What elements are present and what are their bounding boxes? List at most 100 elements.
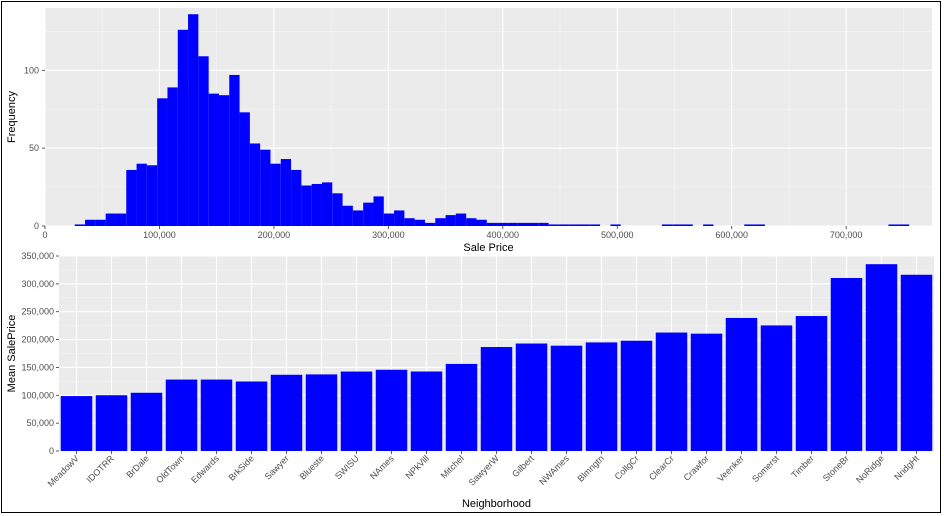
histogram-bar <box>455 213 467 226</box>
bar-x-tick-label: Timber <box>789 453 816 480</box>
bar-y-tick-label: 0 <box>49 446 54 456</box>
bar-sawyer <box>270 374 303 451</box>
bar-brdale <box>130 392 163 451</box>
bar-meadowv <box>60 396 93 451</box>
bar-x-tick-label: SawyerW <box>467 453 502 488</box>
histogram-bar <box>394 210 405 226</box>
bar-oldtown <box>165 379 198 451</box>
histogram-bar <box>373 196 384 226</box>
histogram-bar <box>249 143 261 226</box>
histogram-bar <box>301 185 312 226</box>
histogram-bar <box>445 215 456 226</box>
histogram-bar <box>239 112 250 226</box>
histogram-bar <box>898 224 910 226</box>
bar-blueste <box>305 374 338 451</box>
histogram-bar <box>167 87 178 227</box>
histogram-bar <box>136 163 147 226</box>
bar-y-tick-label: 250,000 <box>21 307 54 317</box>
bar-x-tick-label: NAmes <box>368 453 396 481</box>
bar-x-tick-label: CollgCr <box>613 453 641 481</box>
histogram-bar <box>424 222 436 226</box>
bar-x-tick-label: NridgHt <box>892 453 921 482</box>
histogram-bar <box>435 218 446 226</box>
bar-x-tick-label: Mitchel <box>439 453 466 480</box>
histogram-bar <box>538 222 549 226</box>
bar-somerst <box>760 325 793 451</box>
bar-npkvill <box>410 371 443 451</box>
histogram-bar <box>146 165 158 226</box>
bar-stonebr <box>830 278 863 451</box>
bar-x-tick-label: NPkVill <box>403 453 430 480</box>
histogram-bar <box>558 224 570 226</box>
histogram-bar <box>260 149 271 226</box>
histogram-bar <box>85 219 96 226</box>
bar-gilbert <box>515 343 548 451</box>
bar-x-tick-label: StoneBr <box>821 453 851 483</box>
bar-y-tick-label: 100,000 <box>21 390 54 400</box>
histogram-bar <box>888 224 899 226</box>
histogram-bar <box>218 95 230 226</box>
bar-x-tick-label: SWISU <box>333 453 361 481</box>
bar-x-tick-label: BrDale <box>124 453 151 480</box>
histogram-bar <box>548 224 559 226</box>
bar-x-tick-label: Crawfor <box>682 453 711 482</box>
histogram-bar <box>682 224 693 226</box>
histogram-bar <box>157 98 168 226</box>
bar-crawfor <box>690 333 723 451</box>
histogram-bar <box>486 222 498 226</box>
bar-x-tick-label: MeadowV <box>46 453 81 488</box>
histogram-bar <box>610 224 621 226</box>
histogram-y-ticks: 0 50 100 <box>24 65 45 231</box>
histogram-bar <box>497 222 508 226</box>
histogram-bar <box>352 210 364 226</box>
histogram-bar <box>569 224 580 226</box>
bar-swisu <box>340 371 373 451</box>
histogram-bar <box>744 224 755 226</box>
bar-veenker <box>725 317 758 451</box>
histogram-x-tick-label: 300,000 <box>372 230 405 240</box>
bar-timber <box>795 316 828 451</box>
histogram-bar <box>229 74 240 226</box>
histogram-bar <box>527 222 539 226</box>
bar-idotrr <box>95 395 128 451</box>
bar-bars <box>60 264 933 451</box>
bar-noridge <box>865 264 898 451</box>
histogram-bar <box>280 159 292 226</box>
bar-edwards <box>200 379 233 451</box>
bar-y-tick-label: 200,000 <box>21 335 54 345</box>
bar-y-tick-label: 150,000 <box>21 362 54 372</box>
histogram-x-tick-label: 0 <box>42 230 47 240</box>
histogram-bar <box>115 213 127 226</box>
histogram-x-ticks: 0 100,000 200,000 300,000 400,000 500,000 600,… <box>42 226 862 240</box>
histogram-bar <box>321 182 333 226</box>
histogram-bar <box>589 224 601 226</box>
histogram-bar <box>332 193 343 226</box>
bar-y-axis-title: Mean SalePrice <box>6 315 18 393</box>
bar-x-tick-label: Blmngtn <box>575 453 605 483</box>
bar-x-tick-label: IDOTRR <box>84 453 116 485</box>
histogram-bar <box>383 213 395 226</box>
bar-y-ticks: 0 50,000 100,000 150,000 200,000 250,000 300,0… <box>21 251 59 456</box>
histogram-bar <box>105 213 116 226</box>
bar-x-tick-label: NWAmes <box>537 453 571 487</box>
bar-x-tick-label: Veenker <box>715 453 745 483</box>
histogram-x-tick-label: 600,000 <box>715 230 748 240</box>
bar-sawyerw <box>480 347 513 451</box>
bar-names <box>375 369 408 451</box>
histogram-bar <box>466 218 477 226</box>
bar-mitchel <box>445 363 478 451</box>
bar-brkside <box>235 381 268 451</box>
histogram-bar <box>95 219 106 226</box>
histogram-bar <box>311 183 322 226</box>
histogram-bar <box>363 202 374 226</box>
bar-nridght <box>900 274 933 451</box>
histogram-y-tick-label: 100 <box>24 65 39 75</box>
histogram-bar <box>579 224 590 226</box>
histogram-bar <box>507 222 518 226</box>
bar-x-tick-label: Sawyer <box>263 453 291 481</box>
bar-blmngtn <box>585 342 618 451</box>
bar-x-tick-label: BrkSide <box>227 453 256 482</box>
histogram-bar <box>208 93 219 227</box>
histogram-bar <box>703 224 714 226</box>
